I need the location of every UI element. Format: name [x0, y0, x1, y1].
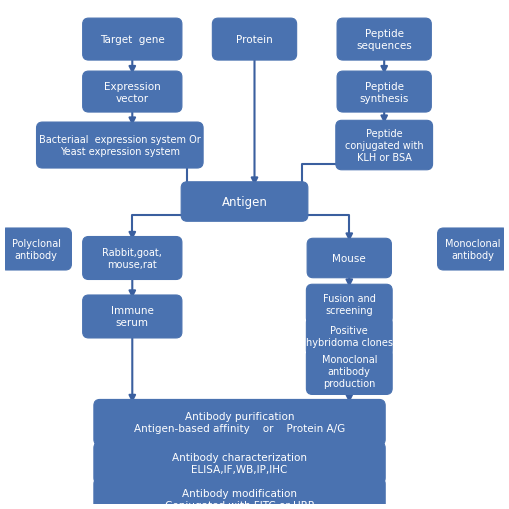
FancyBboxPatch shape [181, 182, 308, 222]
Text: Immune
serum: Immune serum [111, 306, 154, 328]
Text: Positive
hybridoma clones: Positive hybridoma clones [306, 326, 393, 348]
Text: Antibody characterization
ELISA,IF,WB,IP,IHC: Antibody characterization ELISA,IF,WB,IP… [172, 452, 307, 474]
Text: Antigen: Antigen [221, 195, 267, 209]
FancyBboxPatch shape [37, 123, 203, 168]
FancyBboxPatch shape [336, 121, 433, 171]
Text: Antibody purification
Antigen-based affinity    or    Protein A/G: Antibody purification Antigen-based affi… [134, 412, 345, 434]
FancyBboxPatch shape [438, 229, 508, 270]
FancyBboxPatch shape [337, 19, 431, 61]
FancyBboxPatch shape [306, 317, 392, 356]
Text: Target  gene: Target gene [100, 35, 165, 45]
Text: Expression
vector: Expression vector [104, 81, 161, 103]
Text: Peptide
sequences: Peptide sequences [356, 29, 412, 51]
FancyBboxPatch shape [94, 400, 385, 445]
FancyBboxPatch shape [82, 295, 182, 338]
Text: Peptide
synthesis: Peptide synthesis [359, 81, 409, 103]
Text: Bacteriaal  expression system Or
Yeast expression system: Bacteriaal expression system Or Yeast ex… [39, 135, 201, 157]
FancyBboxPatch shape [212, 19, 297, 61]
FancyBboxPatch shape [1, 229, 71, 270]
FancyBboxPatch shape [94, 478, 385, 509]
Text: Polyclonal
antibody: Polyclonal antibody [12, 239, 61, 261]
Text: Monoclonal
antibody: Monoclonal antibody [445, 239, 501, 261]
FancyBboxPatch shape [306, 349, 392, 394]
Text: Protein: Protein [236, 35, 273, 45]
FancyBboxPatch shape [307, 239, 391, 278]
Text: Rabbit,goat,
mouse,rat: Rabbit,goat, mouse,rat [102, 247, 162, 269]
FancyBboxPatch shape [82, 72, 182, 113]
Text: Antibody modification
Conjugated with FITC or HRP: Antibody modification Conjugated with FI… [165, 488, 314, 509]
Text: Monoclonal
antibody
production: Monoclonal antibody production [322, 355, 377, 389]
Text: Mouse: Mouse [332, 253, 366, 264]
FancyBboxPatch shape [94, 442, 385, 484]
FancyBboxPatch shape [337, 72, 431, 113]
Text: Fusion and
screening: Fusion and screening [323, 293, 376, 316]
Text: Peptide
conjugated with
KLH or BSA: Peptide conjugated with KLH or BSA [345, 129, 423, 163]
FancyBboxPatch shape [306, 285, 392, 324]
FancyBboxPatch shape [82, 237, 182, 280]
FancyBboxPatch shape [82, 19, 182, 61]
